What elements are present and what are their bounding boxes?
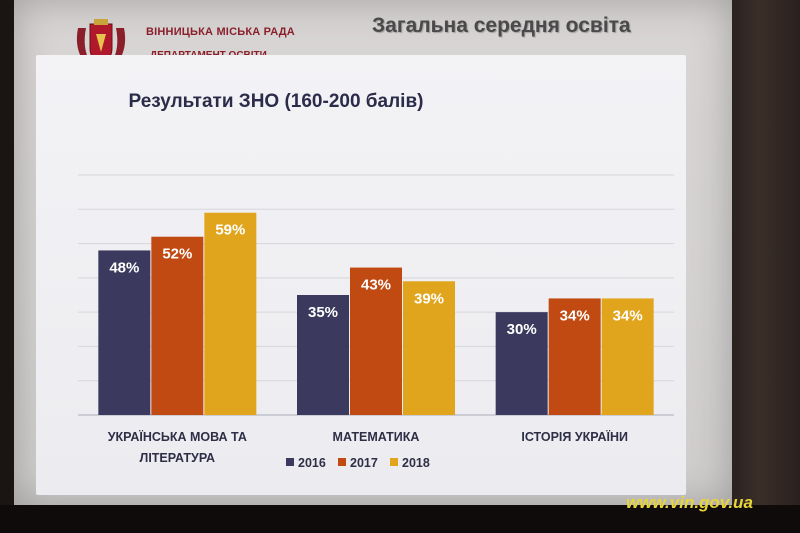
bar-2017-1 [350,267,402,415]
bar-2017-2 [548,298,601,415]
data-label: 59% [215,222,245,239]
legend-swatch-2016 [286,458,294,466]
data-label: 30% [507,321,537,338]
legend-label: 2018 [402,456,430,470]
bar-2018-2 [601,298,654,415]
bar-2016-2 [495,312,548,415]
bar-2018-0 [204,212,257,415]
bar-2016-0 [98,250,151,415]
legend-label: 2016 [298,456,326,470]
data-label: 43% [361,277,391,294]
right-dark-wall [732,0,800,533]
data-label: 52% [162,246,192,263]
legend-swatch-2018 [390,458,398,466]
data-label: 39% [414,290,444,307]
data-label: 34% [613,307,643,324]
bar-2018-1 [403,281,455,415]
bar-chart: Результати ЗНО (160-200 балів) 48% 52% 59% У… [78,91,674,470]
category-label: УКРАЇНСЬКА МОВА ТА [108,429,247,444]
legend-swatch-2017 [338,458,346,466]
data-label: 48% [109,259,139,276]
data-label: 34% [560,307,590,324]
org-name: ВІННИЦЬКА МІСЬКА РАДА [146,26,295,38]
chart-title: Результати ЗНО (160-200 балів) [129,91,424,112]
bottom-dark-edge [0,505,800,533]
bar-2016-1 [297,295,349,415]
category-label: ІСТОРІЯ УКРАЇНИ [521,429,628,444]
left-dark-edge [0,0,14,505]
bar-2017-0 [151,236,204,415]
data-label: 35% [308,304,338,321]
legend-label: 2017 [350,456,378,470]
projector-screen: ВІННИЦЬКА МІСЬКА РАДА ДЕПАРТАМЕНТ ОСВІТИ… [14,0,732,505]
site-watermark: www.vin.gov.ua [626,493,753,512]
category-label: МАТЕМАТИКА [333,430,420,444]
chart-panel: Результати ЗНО (160-200 балів) 48% 52% 59% У… [36,55,686,495]
slide-title: Загальна середня освіта [372,14,631,37]
category-label: ЛІТЕРАТУРА [140,451,216,465]
